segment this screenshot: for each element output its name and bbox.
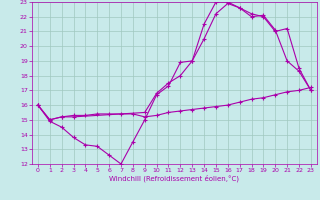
X-axis label: Windchill (Refroidissement éolien,°C): Windchill (Refroidissement éolien,°C) <box>109 175 239 182</box>
